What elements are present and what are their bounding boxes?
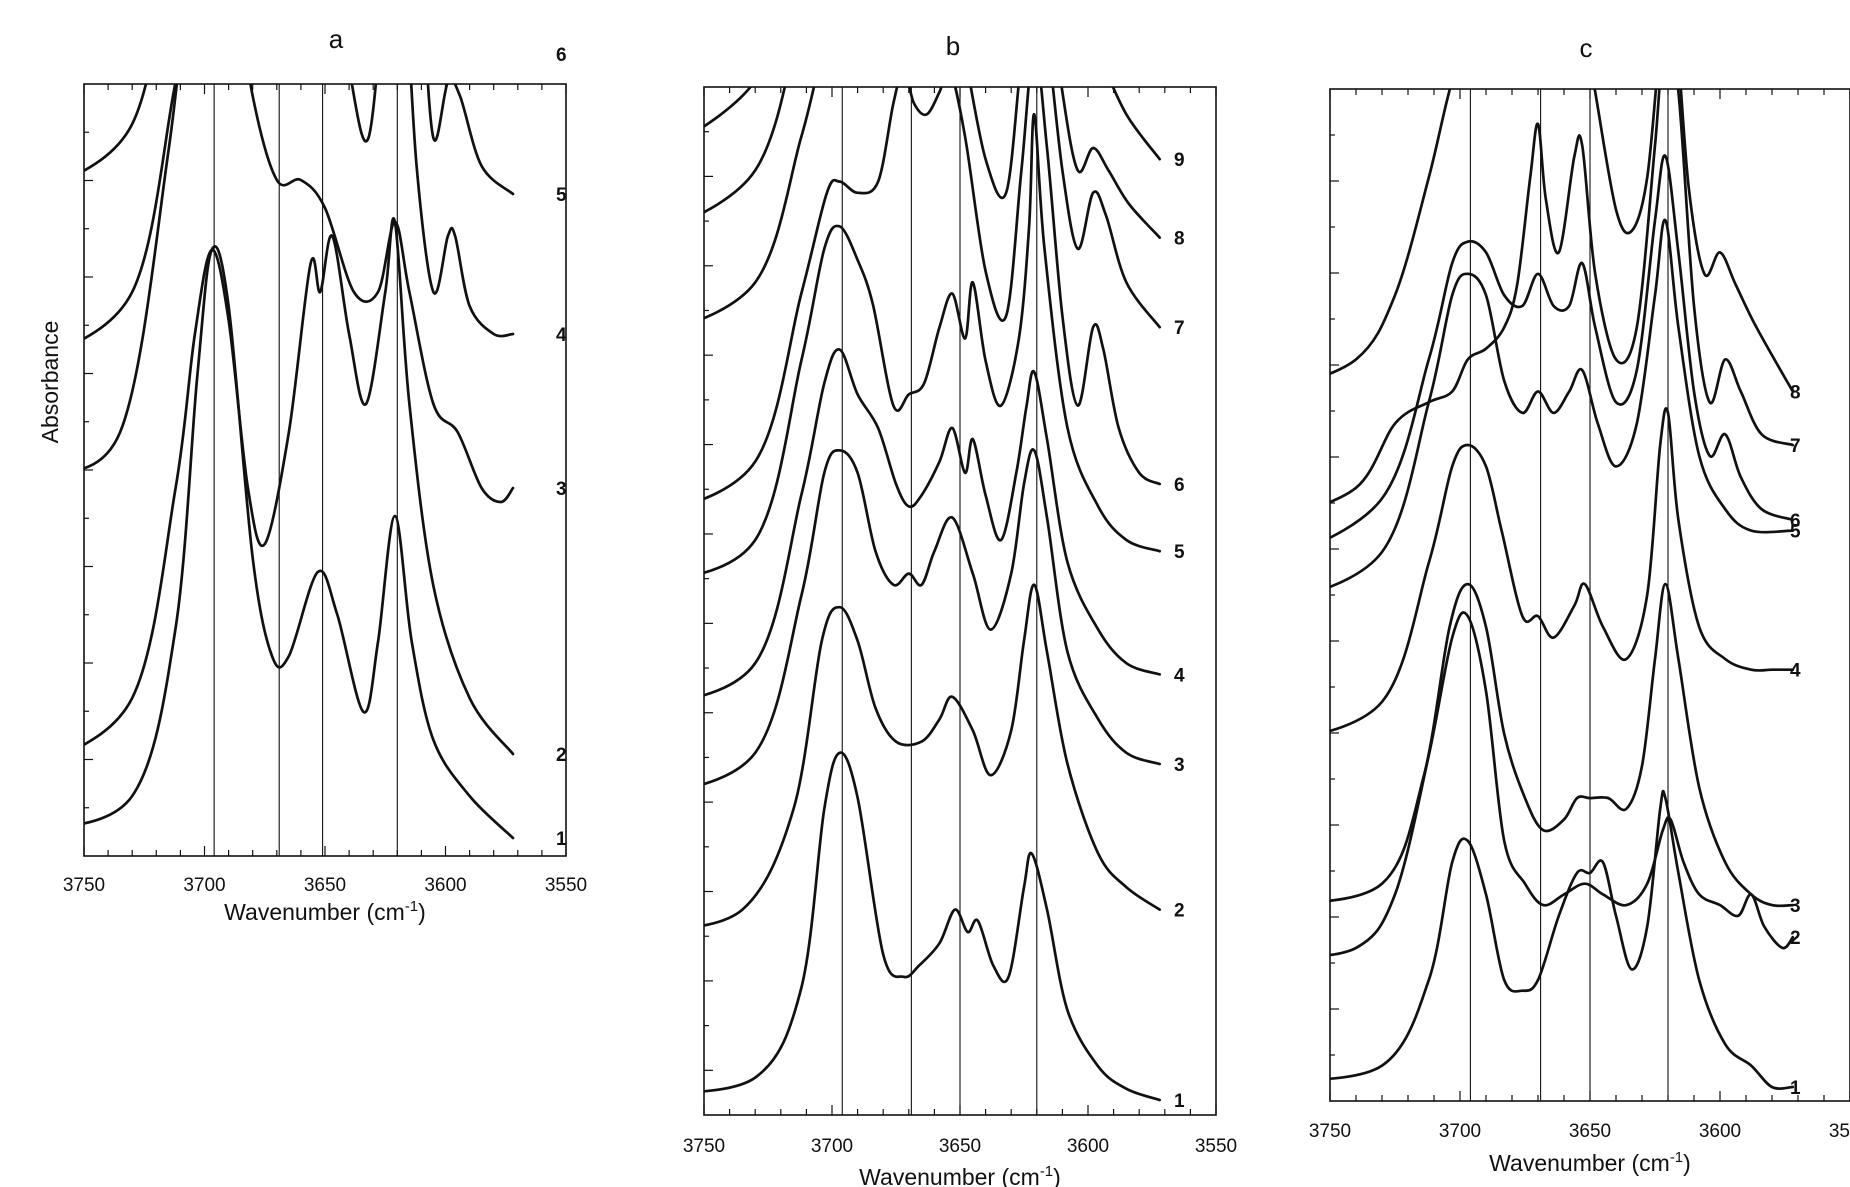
- x-tick-label: 3650: [1569, 1121, 1611, 1142]
- spectrum-curve-7: [704, 87, 1162, 329]
- x-tick-label: 3650: [304, 875, 346, 896]
- curve-label-1: 1: [556, 829, 567, 850]
- curve-label-5: 5: [1790, 522, 1801, 543]
- spectrum-curve-2: [704, 583, 1162, 927]
- spectrum-curve-4: [1330, 407, 1795, 733]
- curve-label-6: 6: [1174, 475, 1185, 496]
- curve-label-3: 3: [556, 479, 567, 500]
- x-tick-label: 3700: [811, 1136, 853, 1157]
- spectrum-curve-5: [84, 84, 515, 196]
- curve-label-5: 5: [556, 185, 567, 206]
- curve-label-4: 4: [1790, 661, 1801, 682]
- curve-label-7: 7: [1790, 436, 1801, 457]
- x-axis-title: Wavenumber (cm-1): [224, 898, 426, 925]
- curve-label-2: 2: [1790, 928, 1801, 949]
- panel-b: b 1 2 3 4 5 6 7 8 9 3750 3700 3650 3600 3550 Wavenumber…: [683, 31, 1237, 1187]
- spectrum-curve-3: [84, 84, 515, 504]
- spectrum-curve-7: [1330, 89, 1795, 504]
- x-axis-title: Wavenumber (cm-1): [1489, 1149, 1691, 1176]
- spectrum-curve-3: [704, 448, 1162, 786]
- curves-group: [704, 87, 1162, 1102]
- spectrum-curve-6: [704, 87, 1162, 501]
- spectrum-curve-3: [1330, 582, 1795, 908]
- curve-label-8: 8: [1174, 229, 1185, 250]
- spectrum-curve-5: [704, 113, 1162, 575]
- x-tick-label: 3700: [1439, 1121, 1481, 1142]
- panel-title-b: b: [946, 31, 960, 61]
- spectrum-curve-5: [1330, 218, 1795, 589]
- curve-label-8: 8: [1790, 383, 1801, 404]
- curve-label-6: 6: [1790, 511, 1801, 532]
- x-tick-label: 3550: [1195, 1136, 1237, 1157]
- x-tick-label: 3750: [683, 1136, 725, 1157]
- x-tick-label: 3550: [1829, 1121, 1850, 1142]
- panel-a: a 1 2 3 4 5 6 3750 3700 3650 3600 3550 Wavenumber (c…: [36, 0, 587, 925]
- curves-group: [1330, 89, 1795, 1090]
- spectrum-curve-6: [36, 0, 513, 54]
- curve-label-5: 5: [1174, 542, 1185, 563]
- spectrum-curve-8: [704, 87, 1162, 239]
- curve-label-4: 4: [556, 325, 567, 346]
- curve-label-3: 3: [1790, 896, 1801, 917]
- x-tick-label: 3600: [1699, 1121, 1741, 1142]
- x-tick-label: 3600: [1067, 1136, 1109, 1157]
- curve-label-6: 6: [556, 45, 567, 66]
- spectrum-curve-1: [1330, 789, 1795, 1090]
- spectrum-curve-4: [84, 84, 515, 341]
- curve-label-1: 1: [1174, 1091, 1185, 1112]
- x-tick-label: 3750: [1309, 1121, 1351, 1142]
- curves-group: [36, 0, 515, 840]
- curve-label-2: 2: [1174, 901, 1185, 922]
- x-tick-label: 3650: [939, 1136, 981, 1157]
- curve-label-1: 1: [1790, 1078, 1801, 1099]
- spectrum-curve-1: [84, 245, 515, 840]
- x-tick-label: 3700: [183, 875, 225, 896]
- spectrum-curve-2: [1330, 611, 1795, 957]
- panel-title-a: a: [329, 24, 344, 54]
- spectrum-curve-6: [1330, 154, 1795, 540]
- curve-label-7: 7: [1174, 318, 1185, 339]
- curve-label-2: 2: [556, 745, 567, 766]
- spectrum-curve-4: [704, 348, 1162, 697]
- curve-label-3: 3: [1174, 755, 1185, 776]
- x-tick-label: 3550: [545, 875, 587, 896]
- panel-title-c: c: [1580, 33, 1593, 63]
- y-axis-title: Absorbance: [37, 321, 63, 444]
- spectrum-curve-8: [1330, 89, 1795, 393]
- curve-label-4: 4: [1174, 665, 1185, 686]
- panel-c: c 1 2 3 4 56 7 8 3750 3700 3650 3600 3550 Wavenumber …: [1309, 33, 1850, 1176]
- spectrum-curve-9: [704, 87, 1162, 161]
- x-axis-title: Wavenumber (cm-1): [859, 1163, 1061, 1187]
- x-tick-label: 3750: [63, 875, 105, 896]
- curve-label-9: 9: [1174, 150, 1185, 171]
- spectrum-curve-2: [84, 217, 515, 756]
- x-tick-label: 3600: [424, 875, 466, 896]
- spectrum-curve-1: [704, 751, 1162, 1102]
